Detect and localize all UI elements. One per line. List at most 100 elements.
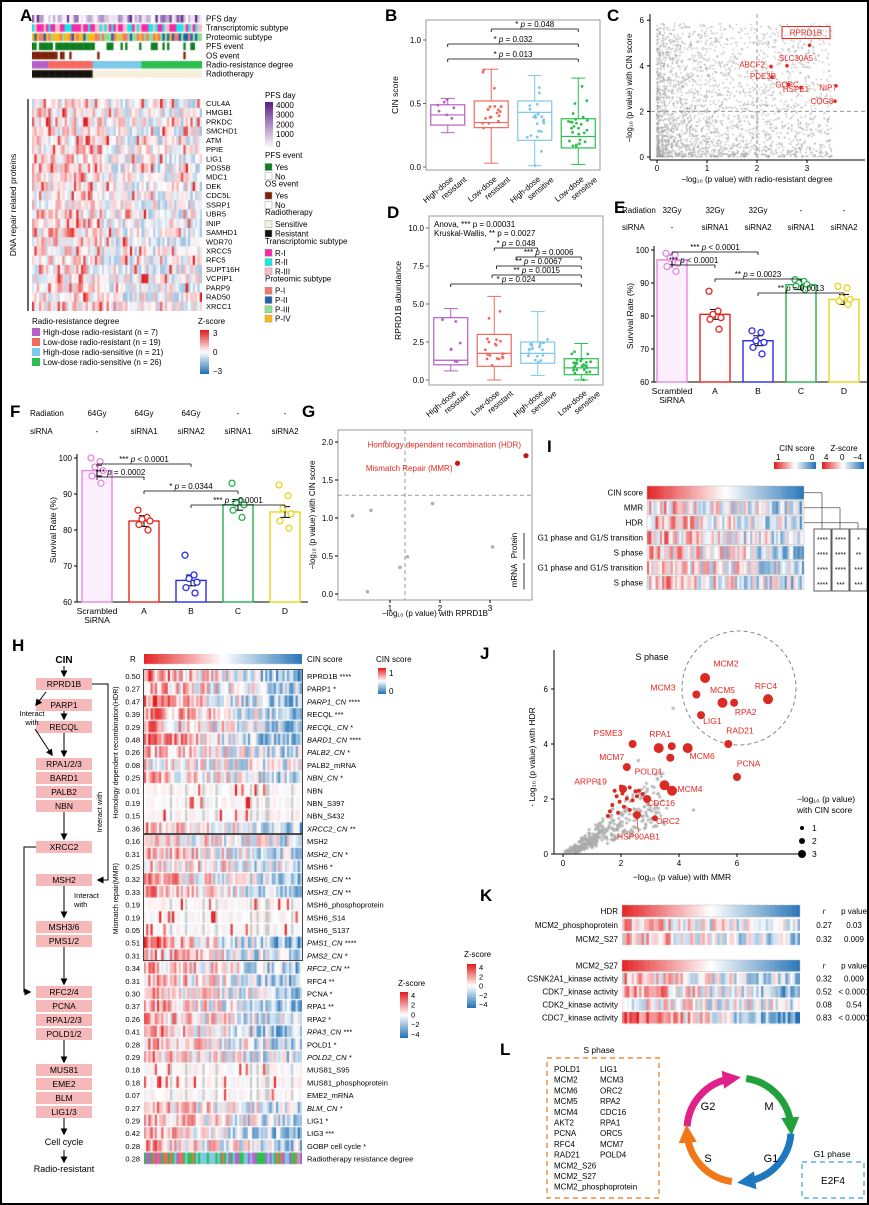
svg-text:3: 3 [213, 329, 218, 338]
gene-label: HSPE1 [783, 85, 810, 94]
significance-label: *** p < 0.0001 [669, 256, 719, 265]
legend-item-label: R-II [275, 258, 288, 267]
flow-node: BLM [55, 1093, 72, 1103]
significance-label: ** p = 0.0023 [735, 270, 782, 279]
protein-row-label: CDC5L [206, 191, 231, 200]
z-legend-title: Z-score [830, 444, 858, 453]
x-cat-sub: SiRNA [84, 615, 110, 625]
significance-label: ** p = 0.0015 [513, 266, 560, 275]
gene-label: MCM3 [651, 682, 676, 692]
legend-tick: 1000 [276, 130, 294, 139]
pathway-label: Mismatch Repair (MMR) [366, 464, 453, 473]
zscore-legend-title: Z-score [198, 317, 226, 326]
sirna-value: siRNA2 [830, 223, 858, 232]
h-row-label: MUS81_phosphoprotein [307, 1078, 388, 1087]
panel-label-j: J [480, 644, 490, 663]
gene-label: RPA1 [649, 729, 671, 739]
h-row-label: PARP1_CN **** [307, 697, 361, 706]
gene-label: MCM4 [678, 784, 703, 794]
panel-label-g: G [302, 402, 316, 421]
annotation-row-label: Transcriptomic subtype [206, 24, 289, 33]
significance-label: *** p < 0.0001 [119, 455, 169, 464]
svg-text:2: 2 [411, 1001, 415, 1010]
x-cat-label: B [188, 606, 194, 616]
mrna-group-label: mRNA [510, 563, 519, 587]
protein-row-label: RAD50 [206, 293, 230, 302]
rr-legend-item: Low-dose radio-resistant (n = 19) [43, 338, 161, 347]
h-row-label: MSH6 * [307, 863, 333, 872]
sirna-value: siRNA1 [701, 223, 729, 232]
h-row-label: RPA3_CN *** [307, 1028, 353, 1037]
pathway-label: Homology dependent recombination (HDR) [368, 440, 522, 449]
y-axis-label: - Log₁₀ (p value) with HDR [527, 707, 537, 806]
correlation-value: 0.42 [125, 1129, 140, 1138]
radiation-value: - [237, 409, 240, 418]
legend-item-label: No [275, 172, 286, 181]
panel-label-d: D [387, 203, 400, 222]
gene-label: MCM5 [710, 685, 735, 695]
interact-label-vertical: Interact with [95, 792, 104, 832]
radiation-value: - [843, 206, 846, 215]
y-tick: 1.0 [322, 514, 334, 523]
h-row-label: RPRD1B **** [307, 672, 351, 681]
sirna-value: siRNA1 [130, 427, 158, 436]
gene-label: ORC2 [656, 816, 680, 826]
annotation-row-label: PFS event [206, 42, 244, 51]
h-row-label: NBN_S432 [307, 812, 345, 821]
correlation-value: 0.31 [125, 977, 140, 986]
h-row-label: MSH2 [307, 837, 328, 846]
correlation-value: 0.26 [125, 748, 140, 757]
legend-item-label: Sensitive [275, 220, 308, 229]
x-tick: 2 [755, 164, 760, 173]
gene-label: NIP7 [819, 83, 837, 92]
cin-legend-bar [774, 462, 816, 469]
x-tick: 0 [655, 164, 660, 173]
protein-heatmap [32, 99, 202, 311]
k-row-label: CSNK2A1_kinase activity [527, 975, 618, 984]
sig-cell: * [857, 537, 860, 544]
y-tick: 6 [544, 685, 549, 694]
h-row-label: Radiotherapy resistance degree [307, 1155, 413, 1164]
sig-cell: **** [835, 552, 846, 559]
rr-legend-item: High-dose radio-sensitive (n = 21) [43, 348, 164, 357]
svg-text:4: 4 [479, 963, 483, 972]
flow-node: RPRD1B [47, 679, 82, 689]
svg-text:0: 0 [840, 453, 845, 462]
correlation-value: 0.30 [125, 990, 140, 999]
flow-node: XRCC2 [50, 842, 79, 852]
panel-label-l: L [500, 1040, 511, 1059]
panel-label-e: E [614, 198, 626, 217]
protein-row-label: PDS5B [206, 164, 231, 173]
correlation-value: 0.34 [125, 964, 140, 973]
protein-row-label: XRCC5 [206, 246, 231, 255]
y-tick: 1.5 [322, 476, 334, 485]
h-z-legend-bar [400, 992, 408, 1038]
y-tick: 70 [63, 562, 72, 571]
k-row-label: MCM2_phosphoprotein [535, 921, 618, 930]
y-axis-label: Survival Rate (%) [625, 283, 635, 349]
gene-label: ABCF2 [739, 60, 765, 69]
flow-node: RPA1/2/3 [46, 1015, 82, 1025]
legend-tick: 3000 [276, 111, 294, 120]
protein-row-label: WDR70 [206, 237, 232, 246]
svg-text:0: 0 [411, 1010, 415, 1019]
x-cat-label: C [798, 386, 804, 396]
svg-text:1: 1 [776, 453, 781, 462]
y-tick: 5.0 [413, 300, 425, 309]
radiation-value: 64Gy [181, 409, 200, 418]
correlation-value: 0.50 [125, 672, 140, 681]
heatmap-row-label: S phase [614, 549, 644, 558]
s-phase-gene: ORC2 [600, 1086, 623, 1095]
protein-row-label: INIP [206, 219, 221, 228]
y-tick: 80 [63, 526, 72, 535]
gene-label: POLD1 [635, 766, 663, 776]
flow-node: EME2 [52, 1079, 75, 1089]
h-row-label: LIG1 * [307, 1117, 328, 1126]
legend-title: OS event [265, 180, 299, 189]
correlation-value: 0.41 [125, 1028, 140, 1037]
legend-title: Radiotherapy [265, 208, 313, 217]
gene-label: RPRD1B [790, 28, 822, 37]
significance-label: * p = 0.048 [515, 20, 554, 29]
y-axis-label: Survival Rate (%) [48, 497, 58, 563]
legend-title: Transcriptomic subtype [265, 237, 348, 246]
